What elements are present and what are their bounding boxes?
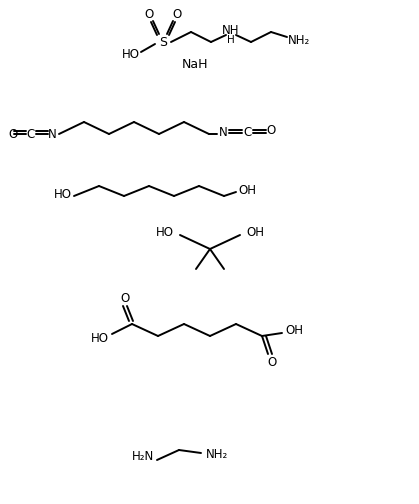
Text: HO: HO <box>91 333 109 346</box>
Text: NH₂: NH₂ <box>288 33 310 46</box>
Text: O: O <box>172 9 181 22</box>
Text: N: N <box>48 128 57 141</box>
Text: OH: OH <box>238 183 256 197</box>
Text: O: O <box>266 124 276 138</box>
Text: S: S <box>159 35 167 48</box>
Text: NH₂: NH₂ <box>206 449 228 462</box>
Text: HO: HO <box>54 187 72 201</box>
Text: H: H <box>227 35 235 45</box>
Text: O: O <box>8 128 17 141</box>
Text: C: C <box>26 128 34 141</box>
Text: OH: OH <box>285 325 303 338</box>
Text: OH: OH <box>246 225 264 238</box>
Text: N: N <box>219 127 228 140</box>
Text: NH: NH <box>222 25 240 37</box>
Text: O: O <box>145 9 154 22</box>
Text: HO: HO <box>122 48 140 61</box>
Text: H₂N: H₂N <box>132 451 154 464</box>
Text: HO: HO <box>156 225 174 238</box>
Text: NaH: NaH <box>182 57 208 71</box>
Text: O: O <box>120 291 129 304</box>
Text: C: C <box>243 127 251 140</box>
Text: O: O <box>267 355 277 368</box>
